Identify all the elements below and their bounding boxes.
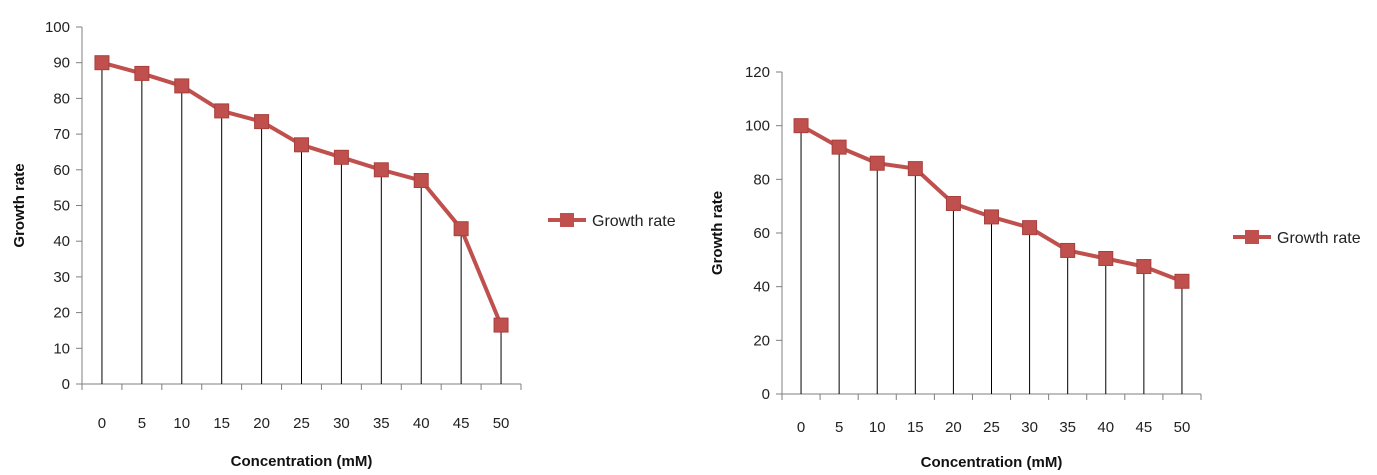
y-tick-label: 100 (45, 19, 70, 36)
data-point (1136, 259, 1152, 275)
data-point (493, 317, 509, 333)
x-tick-label: 35 (373, 415, 390, 432)
y-tick-label: 100 (745, 118, 770, 135)
x-tick-label: 45 (453, 415, 470, 432)
y-tick-label: 40 (53, 233, 70, 250)
y-tick-label: 20 (753, 332, 770, 349)
data-point (134, 65, 150, 81)
data-point (869, 155, 885, 171)
x-tick-label: 30 (333, 415, 350, 432)
x-tick-label: 20 (945, 419, 962, 436)
data-point (214, 103, 230, 119)
data-point (831, 139, 847, 155)
data-point (984, 209, 999, 225)
y-tick-label: 90 (53, 55, 70, 72)
y-axis-title: Growth rate (11, 163, 28, 247)
y-tick-label: 20 (53, 305, 70, 322)
x-tick-label: 5 (138, 415, 146, 432)
y-tick-label: 60 (53, 162, 70, 179)
y-tick-label: 80 (53, 90, 70, 107)
chart-left: 0 10 20 30 40 50 60 70 80 90 100 0 5 10 15 20 25 30 35 40 45… (11, 19, 676, 470)
legend-label: Growth rate (1277, 230, 1361, 247)
legend-marker (560, 213, 574, 227)
y-tick-label: 50 (53, 198, 70, 215)
data-point (945, 195, 961, 211)
legend: Growth rate (548, 213, 676, 230)
y-tick-label: 60 (753, 225, 770, 242)
y-tick-label: 40 (753, 279, 770, 296)
x-tick-label: 5 (835, 419, 843, 436)
x-tick-label: 30 (1021, 419, 1038, 436)
data-point (94, 55, 110, 71)
data-point (413, 173, 429, 189)
y-tick-label: 70 (53, 126, 70, 143)
y-tick-label: 10 (53, 340, 70, 357)
data-point (1060, 242, 1076, 258)
y-tick-label: 80 (753, 171, 770, 188)
data-point (907, 161, 923, 177)
y-tick-label: 30 (53, 269, 70, 286)
data-point (254, 114, 270, 130)
data-point (793, 118, 809, 134)
x-tick-label: 40 (1097, 419, 1114, 436)
data-point (1022, 220, 1038, 236)
legend-marker (1245, 230, 1259, 244)
data-point (294, 137, 309, 153)
chart-right: 0 20 40 60 80 100 120 0 5 10 15 20 25 30 35 40 45 50 Growt… (709, 64, 1361, 471)
data-point (373, 162, 389, 178)
data-point (333, 149, 349, 165)
y-tick-label: 0 (762, 386, 770, 403)
data-point (1098, 250, 1114, 266)
y-tick-label: 0 (62, 376, 70, 393)
x-axis-title: Concentration (mM) (921, 454, 1063, 471)
x-tick-label: 25 (983, 419, 1000, 436)
x-tick-label: 45 (1136, 419, 1153, 436)
y-tick-label: 120 (745, 64, 770, 81)
x-tick-label: 10 (869, 419, 886, 436)
x-tick-label: 50 (493, 415, 510, 432)
x-tick-label: 40 (413, 415, 430, 432)
x-tick-label: 15 (213, 415, 230, 432)
x-tick-label: 0 (797, 419, 805, 436)
data-point (1174, 273, 1190, 289)
x-tick-label: 50 (1174, 419, 1191, 436)
y-axis-title: Growth rate (709, 191, 726, 275)
x-tick-label: 35 (1059, 419, 1076, 436)
legend-label: Growth rate (592, 213, 676, 230)
x-tick-label: 15 (907, 419, 924, 436)
x-tick-label: 10 (173, 415, 190, 432)
x-axis-title: Concentration (mM) (231, 453, 373, 470)
data-point (174, 78, 190, 94)
x-tick-label: 0 (98, 415, 106, 432)
x-tick-label: 25 (293, 415, 310, 432)
data-point (453, 221, 469, 237)
legend: Growth rate (1233, 230, 1361, 247)
x-tick-label: 20 (253, 415, 270, 432)
